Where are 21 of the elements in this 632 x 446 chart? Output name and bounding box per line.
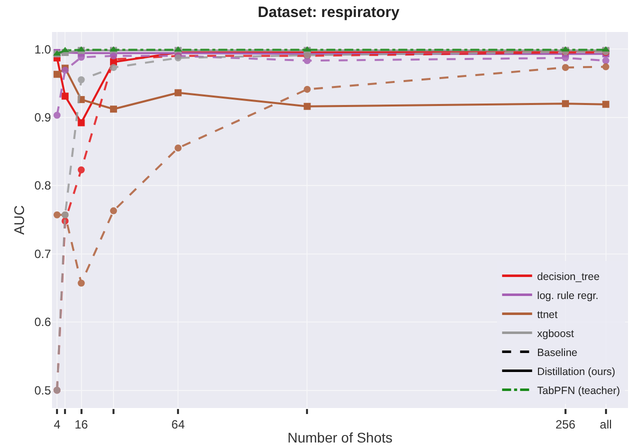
x-tick-label: 64 — [171, 417, 186, 432]
y-axis-title: AUC — [10, 205, 27, 235]
y-tick-label: 0.9 — [34, 110, 52, 124]
legend-label: ttnet — [537, 308, 558, 321]
legend-label: TabPFN (teacher) — [537, 384, 620, 397]
chart-title: Dataset: respiratory — [258, 4, 400, 22]
x-tick-label: 256 — [555, 417, 576, 432]
x-tick-label: 16 — [74, 417, 88, 432]
y-tick-label: 1.0 — [34, 42, 52, 56]
y-tick-label: 0.5 — [34, 383, 52, 398]
x-tick-label: 4 — [54, 417, 61, 432]
legend-label: log. rule regr. — [537, 290, 598, 302]
legend-label: Baseline — [537, 346, 578, 359]
y-tick-label: 0.6 — [34, 315, 52, 330]
y-tick-label: 0.7 — [34, 246, 52, 261]
legend-label: decision_tree — [537, 270, 600, 283]
legend-label: Distillation (ours) — [537, 366, 616, 378]
x-tick-label: all — [600, 417, 612, 432]
x-axis-title: Number of Shots — [287, 430, 393, 446]
y-tick-label: 0.8 — [34, 178, 52, 193]
legend-label: xgboost — [537, 328, 574, 340]
